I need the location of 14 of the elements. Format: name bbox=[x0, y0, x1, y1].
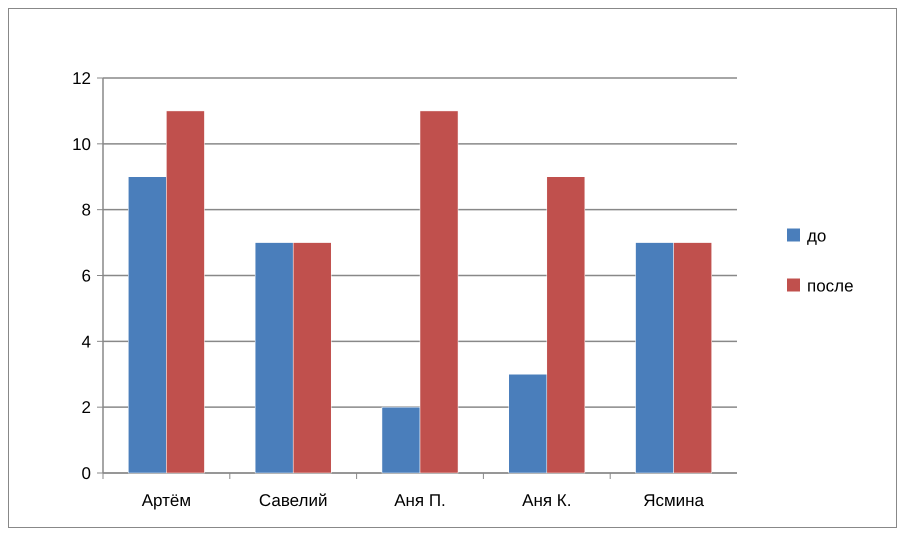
legend-label: до bbox=[807, 226, 826, 246]
legend-label: после bbox=[807, 276, 854, 296]
y-tick-label: 10 bbox=[72, 134, 91, 154]
x-tick-label: Савелий bbox=[258, 491, 328, 510]
y-tick-label: 0 bbox=[82, 464, 91, 483]
y-tick-label: 6 bbox=[82, 266, 91, 286]
x-tick-label: Ясмина bbox=[643, 491, 705, 510]
x-tick-label: Аня К. bbox=[522, 491, 572, 510]
y-tick-label: 12 bbox=[72, 68, 91, 88]
y-tick-label: 4 bbox=[82, 332, 91, 352]
x-tick-label: Артём bbox=[142, 491, 192, 510]
y-tick-label: 2 bbox=[82, 398, 91, 418]
y-tick-label: 8 bbox=[82, 200, 91, 220]
x-tick-label: Аня П. bbox=[394, 491, 446, 510]
